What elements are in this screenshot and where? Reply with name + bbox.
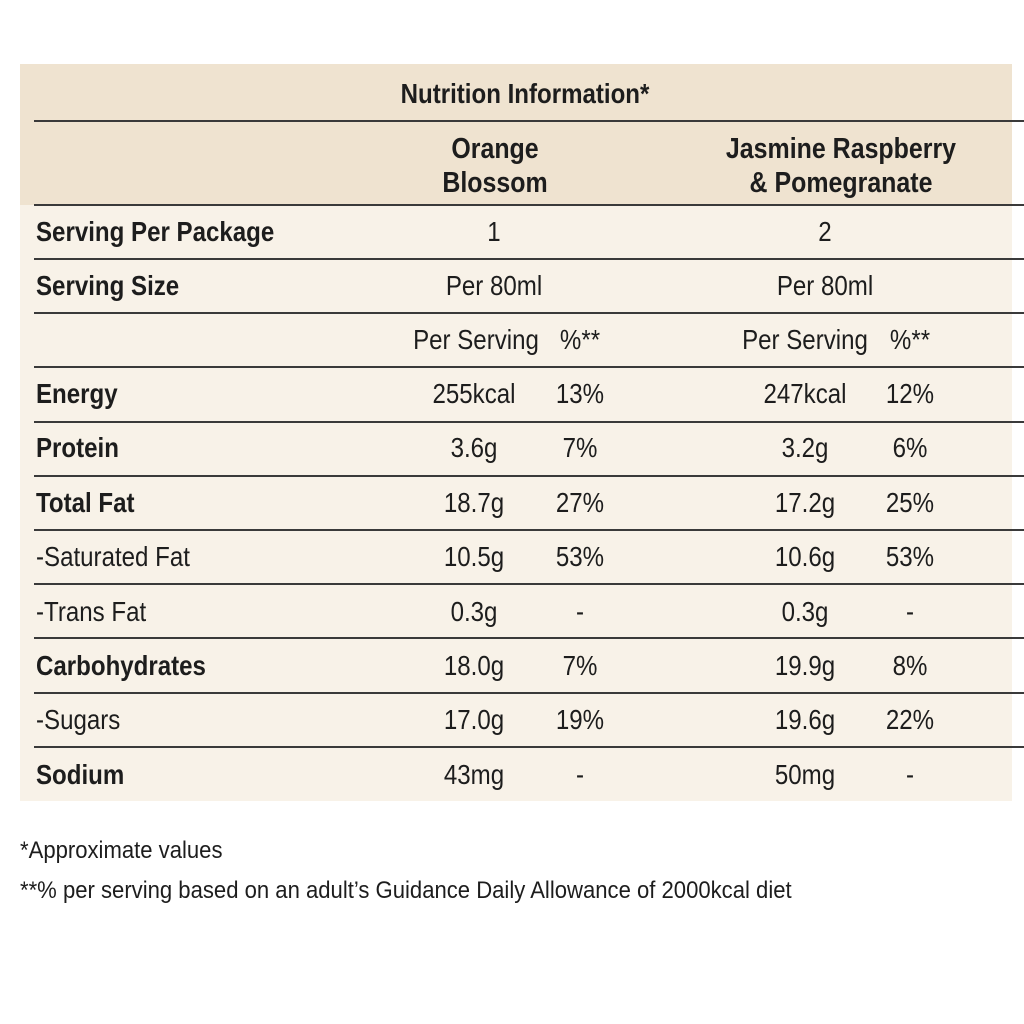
row-divider — [34, 475, 1024, 477]
column-header-line: Jasmine Raspberry — [725, 133, 957, 165]
nutrient-value-a: 255kcal — [432, 378, 516, 409]
nutrient-percent-b: 53% — [885, 541, 935, 572]
nutrient-label: Protein — [36, 432, 119, 463]
nutrient-label: Carbohydrates — [36, 650, 206, 681]
nutrient-percent-b: - — [905, 596, 915, 627]
nutrient-percent-b: 8% — [892, 650, 928, 681]
nutrient-label: -Sugars — [36, 704, 121, 735]
row-divider — [34, 312, 1024, 314]
per-serving-header-a: Per Serving — [413, 324, 539, 355]
nutrient-value-a: 18.7g — [443, 487, 505, 518]
column-header-jasmine-raspberry: Jasmine Raspberry & Pomegranate — [691, 132, 992, 200]
serving-size-b: Per 80ml — [776, 270, 874, 301]
percent-header-a: %** — [559, 324, 601, 355]
nutrient-percent-a: 7% — [562, 650, 598, 681]
nutrient-value-a: 10.5g — [443, 541, 505, 572]
nutrient-value-a: 18.0g — [443, 650, 505, 681]
nutrient-percent-a: 27% — [555, 487, 605, 518]
nutrient-value-b: 19.9g — [774, 650, 836, 681]
row-divider — [34, 120, 1024, 122]
nutrient-percent-b: 22% — [885, 704, 935, 735]
nutrient-value-b: 50mg — [774, 759, 836, 790]
serving-size-a: Per 80ml — [445, 270, 543, 301]
nutrient-percent-b: - — [905, 759, 915, 790]
header-band — [20, 64, 1012, 205]
nutrient-label: -Trans Fat — [36, 596, 147, 627]
row-divider — [34, 204, 1024, 206]
nutrient-percent-b: 6% — [892, 432, 928, 463]
column-header-line: & Pomegranate — [749, 167, 933, 199]
row-divider — [34, 746, 1024, 748]
serving-per-package-label: Serving Per Package — [36, 216, 275, 247]
nutrient-label: Energy — [36, 378, 118, 409]
nutrient-percent-a: 13% — [555, 378, 605, 409]
row-divider — [34, 421, 1024, 423]
footnote-approximate: *Approximate values — [20, 837, 223, 864]
column-header-line: Blossom — [442, 167, 548, 199]
nutrient-value-b: 17.2g — [774, 487, 836, 518]
row-divider — [34, 366, 1024, 368]
nutrient-label: Sodium — [36, 759, 125, 790]
column-header-line: Orange — [451, 133, 539, 165]
nutrient-percent-b: 25% — [885, 487, 935, 518]
nutrient-percent-b: 12% — [885, 378, 935, 409]
serving-per-package-b: 2 — [818, 216, 832, 247]
row-divider — [34, 692, 1024, 694]
nutrient-value-b: 10.6g — [774, 541, 836, 572]
nutrient-value-b: 247kcal — [763, 378, 847, 409]
nutrient-value-a: 0.3g — [450, 596, 498, 627]
nutrient-value-b: 3.2g — [781, 432, 829, 463]
nutrient-value-a: 3.6g — [450, 432, 498, 463]
column-header-orange-blossom: Orange Blossom — [409, 132, 581, 200]
nutrient-label: -Saturated Fat — [36, 541, 190, 572]
footnote-gda: **% per serving based on an adult’s Guid… — [20, 877, 792, 904]
nutrient-label: Total Fat — [36, 487, 135, 518]
nutrient-percent-a: 53% — [555, 541, 605, 572]
row-divider — [34, 637, 1024, 639]
row-divider — [34, 529, 1024, 531]
nutrient-value-b: 19.6g — [774, 704, 836, 735]
nutrient-value-a: 43mg — [443, 759, 505, 790]
percent-header-b: %** — [889, 324, 931, 355]
nutrient-percent-a: 19% — [555, 704, 605, 735]
nutrient-value-a: 17.0g — [443, 704, 505, 735]
nutrient-percent-a: - — [575, 596, 585, 627]
nutrition-panel: Nutrition Information* Orange Blossom Ja… — [20, 64, 1024, 801]
serving-size-label: Serving Size — [36, 270, 180, 301]
row-divider — [34, 258, 1024, 260]
nutrient-value-b: 0.3g — [781, 596, 829, 627]
serving-per-package-a: 1 — [487, 216, 501, 247]
table-title: Nutrition Information* — [400, 78, 650, 109]
nutrient-percent-a: - — [575, 759, 585, 790]
nutrient-percent-a: 7% — [562, 432, 598, 463]
row-divider — [34, 583, 1024, 585]
per-serving-header-b: Per Serving — [742, 324, 868, 355]
